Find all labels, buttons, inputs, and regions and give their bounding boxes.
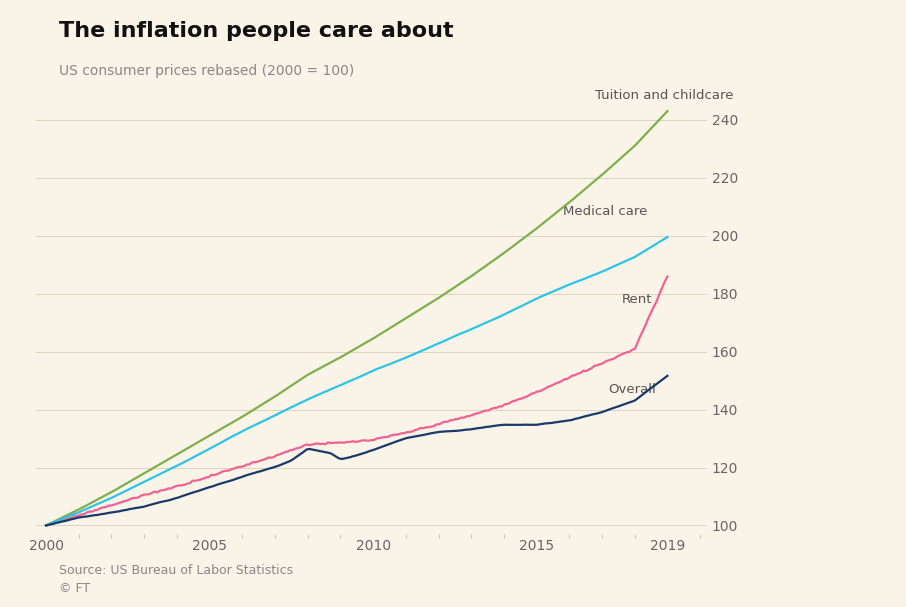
Text: Rent: Rent (622, 293, 652, 306)
Text: Source: US Bureau of Labor Statistics
© FT: Source: US Bureau of Labor Statistics © … (59, 564, 293, 595)
Text: US consumer prices rebased (2000 = 100): US consumer prices rebased (2000 = 100) (59, 64, 354, 78)
Text: Medical care: Medical care (563, 205, 647, 219)
Text: The inflation people care about: The inflation people care about (59, 21, 454, 41)
Text: Tuition and childcare: Tuition and childcare (595, 89, 734, 103)
Text: Overall: Overall (609, 383, 656, 396)
